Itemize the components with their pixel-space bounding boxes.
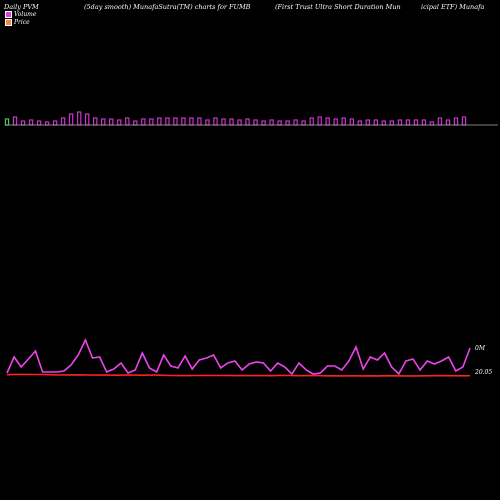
volume-bar	[28, 119, 34, 126]
volume-bar	[100, 118, 106, 126]
volume-bar	[333, 118, 338, 126]
volume-bar	[397, 119, 403, 126]
volume-bar	[157, 117, 162, 126]
volume-bar	[277, 120, 282, 126]
volume-bar	[365, 119, 371, 126]
volume-bar	[309, 117, 314, 126]
volume-bar	[381, 120, 387, 126]
volume-bar	[84, 113, 90, 126]
volume-bar	[92, 117, 98, 126]
volume-bar	[261, 120, 266, 126]
volume-bar	[44, 121, 50, 126]
volume-bar	[213, 117, 218, 126]
volume-bar	[413, 119, 419, 126]
volume-bar	[285, 120, 290, 126]
volume-bar	[4, 118, 10, 126]
volume-bar	[108, 118, 114, 126]
volume-bar	[341, 117, 346, 126]
volume-bar	[68, 113, 74, 126]
volume-bar	[293, 119, 298, 126]
volume-bar	[60, 117, 66, 126]
volume-bar	[405, 119, 411, 126]
volume-bar	[461, 116, 467, 126]
volume-bar	[357, 120, 363, 126]
volume-bar	[189, 117, 194, 126]
volume-bar	[253, 119, 258, 126]
legend-price: Price	[5, 19, 30, 26]
volume-bar	[141, 118, 146, 126]
legend-price-label: Price	[14, 19, 30, 26]
chart-subtitle-right: icipal ETF) Munafa	[421, 3, 485, 11]
volume-bar	[149, 118, 154, 126]
volume-bar	[221, 118, 226, 126]
volume-bar	[237, 119, 242, 126]
volume-axis-label: 0M	[475, 345, 486, 352]
legend-volume-swatch	[5, 11, 12, 18]
volume-bar	[20, 120, 26, 126]
volume-bar	[301, 120, 306, 126]
volume-line	[6, 338, 471, 376]
legend-volume-label: Volume	[14, 11, 37, 18]
chart-label-left: Daily PVM	[4, 3, 39, 11]
price-axis-label: 20.05	[474, 369, 492, 376]
volume-bar	[197, 117, 202, 126]
volume-bar	[445, 119, 451, 126]
volume-bar	[229, 118, 234, 126]
volume-bar	[205, 119, 210, 126]
volume-bar	[421, 119, 427, 126]
volume-bar	[36, 120, 42, 126]
volume-bar	[453, 117, 459, 126]
chart-title: (5day smooth) MunafaSutra(TM) charts for…	[84, 3, 251, 11]
volume-bar	[429, 121, 435, 126]
volume-bar	[349, 118, 355, 126]
volume-bar	[165, 117, 170, 126]
volume-bar	[76, 111, 82, 126]
volume-bar	[116, 119, 122, 126]
volume-bar	[181, 117, 186, 126]
volume-bar	[245, 118, 250, 126]
volume-bar	[269, 119, 274, 126]
volume-bar	[52, 120, 58, 126]
volume-bar	[437, 117, 443, 126]
volume-bar	[373, 119, 379, 126]
volume-bar	[173, 117, 178, 126]
chart-subtitle: (First Trust Ultra Short Duration Mun	[275, 3, 401, 11]
legend-price-swatch	[5, 19, 12, 26]
legend-volume: Volume	[5, 11, 36, 18]
volume-bar	[325, 117, 330, 126]
volume-bar	[133, 120, 138, 126]
volume-bar	[317, 116, 322, 126]
volume-bar	[389, 120, 395, 126]
price-line	[6, 373, 471, 377]
volume-bar	[125, 117, 130, 126]
volume-bars	[4, 111, 467, 126]
volume-bar	[12, 116, 18, 126]
